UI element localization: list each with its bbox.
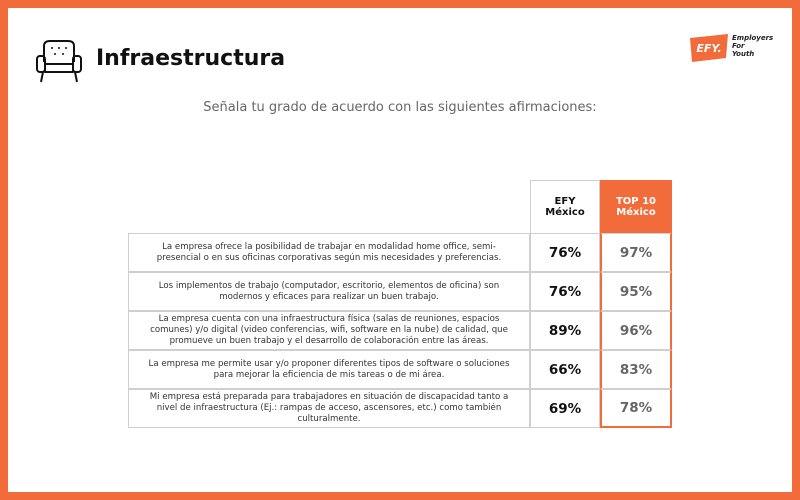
efy-value: 69%: [530, 389, 600, 428]
logo-line: For: [732, 42, 745, 50]
column-header: TOP 10 México: [600, 180, 672, 233]
column-header: EFY México: [530, 180, 600, 233]
logo-flag: EFY.: [690, 34, 728, 62]
top10-value: 96%: [600, 311, 672, 350]
logo-line: Employers: [732, 34, 774, 42]
statement: La empresa me permite usar y/o proponer …: [128, 350, 530, 389]
logo-line: Youth: [732, 50, 755, 58]
top10-value: 97%: [600, 233, 672, 272]
top10-value: 78%: [600, 389, 672, 428]
efy-value: 76%: [530, 272, 600, 311]
subtitle: Señala tu grado de acuerdo con las sigui…: [203, 100, 597, 115]
header-line: México: [616, 206, 656, 218]
efy-value: 76%: [530, 233, 600, 272]
statement: La empresa cuenta con una infraestructur…: [128, 311, 530, 350]
logo-mark: EFY.: [696, 42, 721, 55]
header-line: EFY: [554, 196, 576, 207]
efy-value: 66%: [530, 350, 600, 389]
top10-value: 83%: [600, 350, 672, 389]
header-line: México: [545, 207, 585, 218]
chair-icon: [36, 40, 82, 83]
logo-tagline: Employers For Youth: [732, 34, 773, 58]
statement: La empresa ofrece la posibilidad de trab…: [128, 233, 530, 272]
header-line: TOP 10: [615, 195, 657, 207]
title: Infraestructura: [96, 46, 286, 71]
statement: Los implementos de trabajo (computador, …: [128, 272, 530, 311]
top10-value: 95%: [600, 272, 672, 311]
statement: Mi empresa está preparada para trabajado…: [128, 389, 530, 428]
efy-value: 89%: [530, 311, 600, 350]
